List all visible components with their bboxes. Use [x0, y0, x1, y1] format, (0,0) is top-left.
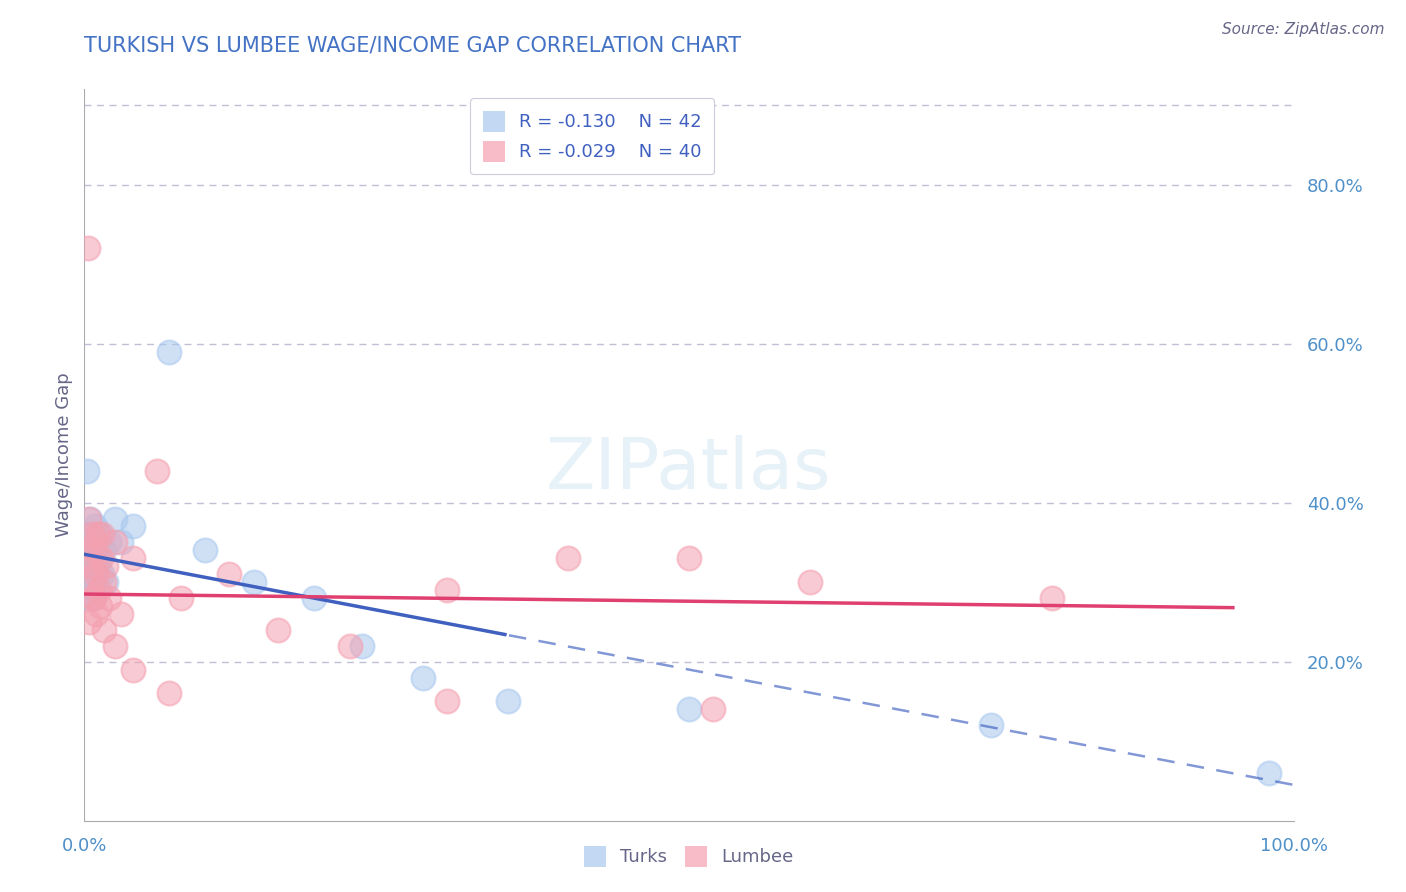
Point — [83, 591, 105, 605]
Point — [77, 241, 100, 255]
Point — [80, 535, 103, 549]
Point — [110, 607, 132, 621]
Point — [104, 511, 127, 525]
Point — [82, 527, 104, 541]
Point — [104, 535, 127, 549]
Point — [94, 559, 117, 574]
Point — [77, 551, 100, 566]
Point — [87, 583, 110, 598]
Point — [87, 551, 110, 566]
Point — [86, 527, 108, 541]
Point — [702, 702, 724, 716]
Point — [121, 519, 143, 533]
Point — [97, 591, 120, 605]
Point — [91, 527, 114, 541]
Point — [76, 527, 98, 541]
Point — [980, 718, 1002, 732]
Point — [91, 567, 114, 582]
Point — [89, 599, 111, 613]
Point — [79, 551, 101, 566]
Point — [94, 575, 117, 590]
Point — [110, 535, 132, 549]
Point — [84, 519, 107, 533]
Point — [77, 535, 100, 549]
Point — [77, 511, 100, 525]
Legend: Turks, Lumbee: Turks, Lumbee — [576, 838, 801, 874]
Point — [157, 686, 180, 700]
Point — [79, 551, 101, 566]
Point — [121, 551, 143, 566]
Point — [557, 551, 579, 566]
Point — [170, 591, 193, 605]
Point — [97, 535, 120, 549]
Point — [82, 559, 104, 574]
Point — [89, 527, 111, 541]
Point — [79, 511, 101, 525]
Point — [86, 559, 108, 574]
Point — [496, 694, 519, 708]
Point — [77, 591, 100, 605]
Point — [352, 639, 374, 653]
Point — [80, 575, 103, 590]
Point — [104, 639, 127, 653]
Point — [79, 583, 101, 598]
Point — [157, 344, 180, 359]
Point — [93, 575, 115, 590]
Point — [83, 543, 105, 558]
Point — [194, 543, 217, 558]
Point — [77, 615, 100, 629]
Point — [93, 623, 115, 637]
Point — [82, 591, 104, 605]
Text: TURKISH VS LUMBEE WAGE/INCOME GAP CORRELATION CHART: TURKISH VS LUMBEE WAGE/INCOME GAP CORREL… — [84, 36, 741, 55]
Point — [1258, 766, 1281, 780]
Point — [75, 551, 97, 566]
Point — [218, 567, 240, 582]
Point — [77, 559, 100, 574]
Point — [1040, 591, 1063, 605]
Point — [242, 575, 264, 590]
Point — [84, 567, 107, 582]
Point — [86, 607, 108, 621]
Point — [86, 583, 108, 598]
Point — [678, 702, 700, 716]
Point — [436, 583, 458, 598]
Text: ZIPatlas: ZIPatlas — [546, 435, 832, 504]
Point — [82, 559, 104, 574]
Point — [90, 551, 112, 566]
Point — [412, 671, 434, 685]
Point — [121, 663, 143, 677]
Point — [267, 623, 290, 637]
Point — [86, 567, 108, 582]
Point — [339, 639, 361, 653]
Point — [799, 575, 821, 590]
Point — [436, 694, 458, 708]
Y-axis label: Wage/Income Gap: Wage/Income Gap — [55, 373, 73, 537]
Point — [93, 543, 115, 558]
Point — [82, 591, 104, 605]
Point — [77, 575, 100, 590]
Point — [76, 464, 98, 478]
Point — [84, 535, 107, 549]
Point — [80, 527, 103, 541]
Point — [86, 535, 108, 549]
Point — [678, 551, 700, 566]
Point — [80, 575, 103, 590]
Point — [302, 591, 325, 605]
Point — [83, 575, 105, 590]
Point — [83, 543, 105, 558]
Point — [146, 464, 169, 478]
Text: Source: ZipAtlas.com: Source: ZipAtlas.com — [1222, 22, 1385, 37]
